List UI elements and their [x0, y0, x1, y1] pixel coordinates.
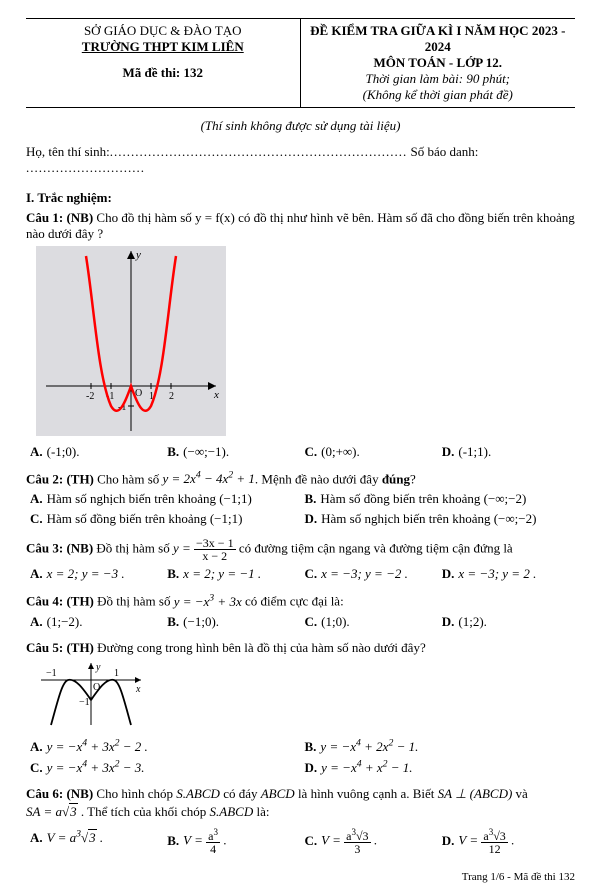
q3-suffix: có đường tiệm cận ngang và đường tiệm cậ… [239, 541, 513, 556]
q1-options: A.(-1;0). B.(−∞;−1). C.(0;+∞). D.(-1;1). [26, 442, 575, 462]
q6-opt-d: D.V = a3√312 . [438, 826, 575, 857]
svg-text:−1: −1 [79, 697, 90, 708]
q3-opt-d: D.x = −3; y = 2 . [438, 564, 575, 584]
svg-text:1: 1 [114, 668, 119, 679]
q4-fn: y = −x3 + 3x [174, 594, 242, 609]
q2-opt-a: A.Hàm số nghịch biến trên khoảng (−1;1) [26, 489, 301, 509]
id-blank: ............................ [26, 160, 145, 175]
q4: Câu 4: (TH) Đồ thị hàm số y = −x3 + 3x c… [26, 592, 575, 609]
name-blank: ........................................… [110, 144, 408, 159]
svg-text:-2: -2 [86, 391, 94, 402]
q1-opt-b: B.(−∞;−1). [163, 442, 300, 462]
header-right: ĐỀ KIỂM TRA GIỮA KÌ I NĂM HỌC 2023 - 202… [301, 19, 576, 107]
svg-text:x: x [135, 684, 141, 695]
svg-text:x: x [213, 389, 219, 401]
page-footer: Trang 1/6 - Mã đề thi 132 [26, 871, 575, 883]
q5-opt-d: D.y = −x4 + x2 − 1. [301, 757, 576, 778]
q1-graph: -2 -1 1 2 -1 O x y [36, 246, 226, 436]
q3-opt-b: B.x = 2; y = −1 . [163, 564, 300, 584]
header-left: SỞ GIÁO DỤC & ĐÀO TẠO TRƯỜNG THPT KIM LI… [26, 19, 301, 107]
exam-code: Mã đề thi: 132 [32, 65, 294, 81]
q6-heading: Câu 6: (NB) [26, 786, 96, 801]
q1-opt-d: D.(-1;1). [438, 442, 575, 462]
q5: Câu 5: (TH) Đường cong trong hình bên là… [26, 640, 575, 656]
q6-opt-a: A.V = a33 . [26, 826, 163, 857]
q3-fn: y = [173, 541, 194, 556]
section-1-title: I. Trắc nghiệm: [26, 190, 575, 206]
q3-options: A.x = 2; y = −3 . B.x = 2; y = −1 . C.x … [26, 564, 575, 584]
q4-opt-c: C.(1;0). [301, 612, 438, 632]
q4-prefix: Đồ thị hàm số [97, 594, 174, 609]
q5-options: A.y = −x4 + 3x2 − 2 . B.y = −x4 + 2x2 − … [26, 736, 575, 779]
id-label: Số báo danh: [411, 144, 479, 159]
q3-opt-a: A.x = 2; y = −3 . [26, 564, 163, 584]
q2-suffix: . Mệnh đề nào dưới đây [255, 471, 382, 486]
q2-opt-c: C.Hàm số đồng biến trên khoảng (−1;1) [26, 509, 301, 529]
q2-heading: Câu 2: (TH) [26, 471, 97, 486]
q1-opt-a: A.(-1;0). [26, 442, 163, 462]
q3-fraction: −3x − 1 x − 2 [194, 537, 236, 562]
name-label: Họ, tên thí sinh: [26, 144, 110, 159]
q5-opt-c: C.y = −x4 + 3x2 − 3. [26, 757, 301, 778]
q4-heading: Câu 4: (TH) [26, 594, 97, 609]
q4-options: A.(1;−2). B.(−1;0). C.(1;0). D.(1;2). [26, 612, 575, 632]
school: TRƯỜNG THPT KIM LIÊN [32, 39, 294, 55]
svg-text:2: 2 [169, 391, 174, 402]
q5-text: Đường cong trong hình bên là đồ thị của … [97, 640, 426, 655]
q2: Câu 2: (TH) Cho hàm số y = 2x4 − 4x2 + 1… [26, 470, 575, 487]
q1-opt-c: C.(0;+∞). [301, 442, 438, 462]
q5-graph: −1 1 −1 O x y [36, 660, 146, 730]
q5-heading: Câu 5: (TH) [26, 640, 97, 655]
q3-opt-c: C.x = −3; y = −2 . [301, 564, 438, 584]
q4-opt-b: B.(−1;0). [163, 612, 300, 632]
svg-text:−1: −1 [46, 668, 57, 679]
q6-opt-c: C.V = a3√33 . [301, 826, 438, 857]
q3: Câu 3: (NB) Đồ thị hàm số y = −3x − 1 x … [26, 537, 575, 562]
svg-text:y: y [95, 662, 101, 673]
q5-opt-a: A.y = −x4 + 3x2 − 2 . [26, 736, 301, 757]
q1-text: Cho đồ thị hàm số y = f(x) có đồ thị như… [26, 210, 575, 241]
q2-opt-b: B.Hàm số đồng biến trên khoảng (−∞;−2) [301, 489, 576, 509]
q4-opt-a: A.(1;−2). [26, 612, 163, 632]
q4-suffix: có điểm cực đại là: [242, 594, 344, 609]
exam-subject: MÔN TOÁN - LỚP 12. [307, 55, 570, 71]
q3-prefix: Đồ thị hàm số [96, 541, 173, 556]
q4-opt-d: D.(1;2). [438, 612, 575, 632]
exam-time: Thời gian làm bài: 90 phút; [307, 71, 570, 87]
q3-heading: Câu 3: (NB) [26, 541, 96, 556]
q1: Câu 1: (NB) Cho đồ thị hàm số y = f(x) c… [26, 210, 575, 242]
q5-opt-b: B.y = −x4 + 2x2 − 1. [301, 736, 576, 757]
q6: Câu 6: (NB) Cho hình chóp S.ABCD có đáy … [26, 786, 575, 802]
q2-fn: y = 2x4 − 4x2 + 1 [163, 471, 255, 486]
student-info-line: Họ, tên thí sinh:.......................… [26, 144, 575, 176]
q6-options: A.V = a33 . B.V = a34 . C.V = a3√33 . D.… [26, 826, 575, 857]
q2-prefix: Cho hàm số [97, 471, 162, 486]
q6-opt-b: B.V = a34 . [163, 826, 300, 857]
exam-title: ĐỀ KIỂM TRA GIỮA KÌ I NĂM HỌC 2023 - 202… [307, 23, 570, 55]
q2-bold: đúng [382, 471, 410, 486]
svg-text:y: y [135, 249, 141, 261]
q1-heading: Câu 1: (NB) [26, 210, 96, 225]
instruction: (Thí sinh không được sử dụng tài liệu) [26, 118, 575, 134]
q2-opt-d: D.Hàm số nghịch biến trên khoảng (−∞;−2) [301, 509, 576, 529]
dept: SỞ GIÁO DỤC & ĐÀO TẠO [32, 23, 294, 39]
q2-options: A.Hàm số nghịch biến trên khoảng (−1;1) … [26, 489, 575, 529]
exam-time-note: (Không kể thời gian phát đề) [307, 87, 570, 103]
q6-line2: SA = a3 . Thể tích của khối chóp S.ABCD … [26, 804, 575, 820]
exam-header: SỞ GIÁO DỤC & ĐÀO TẠO TRƯỜNG THPT KIM LI… [26, 18, 575, 108]
